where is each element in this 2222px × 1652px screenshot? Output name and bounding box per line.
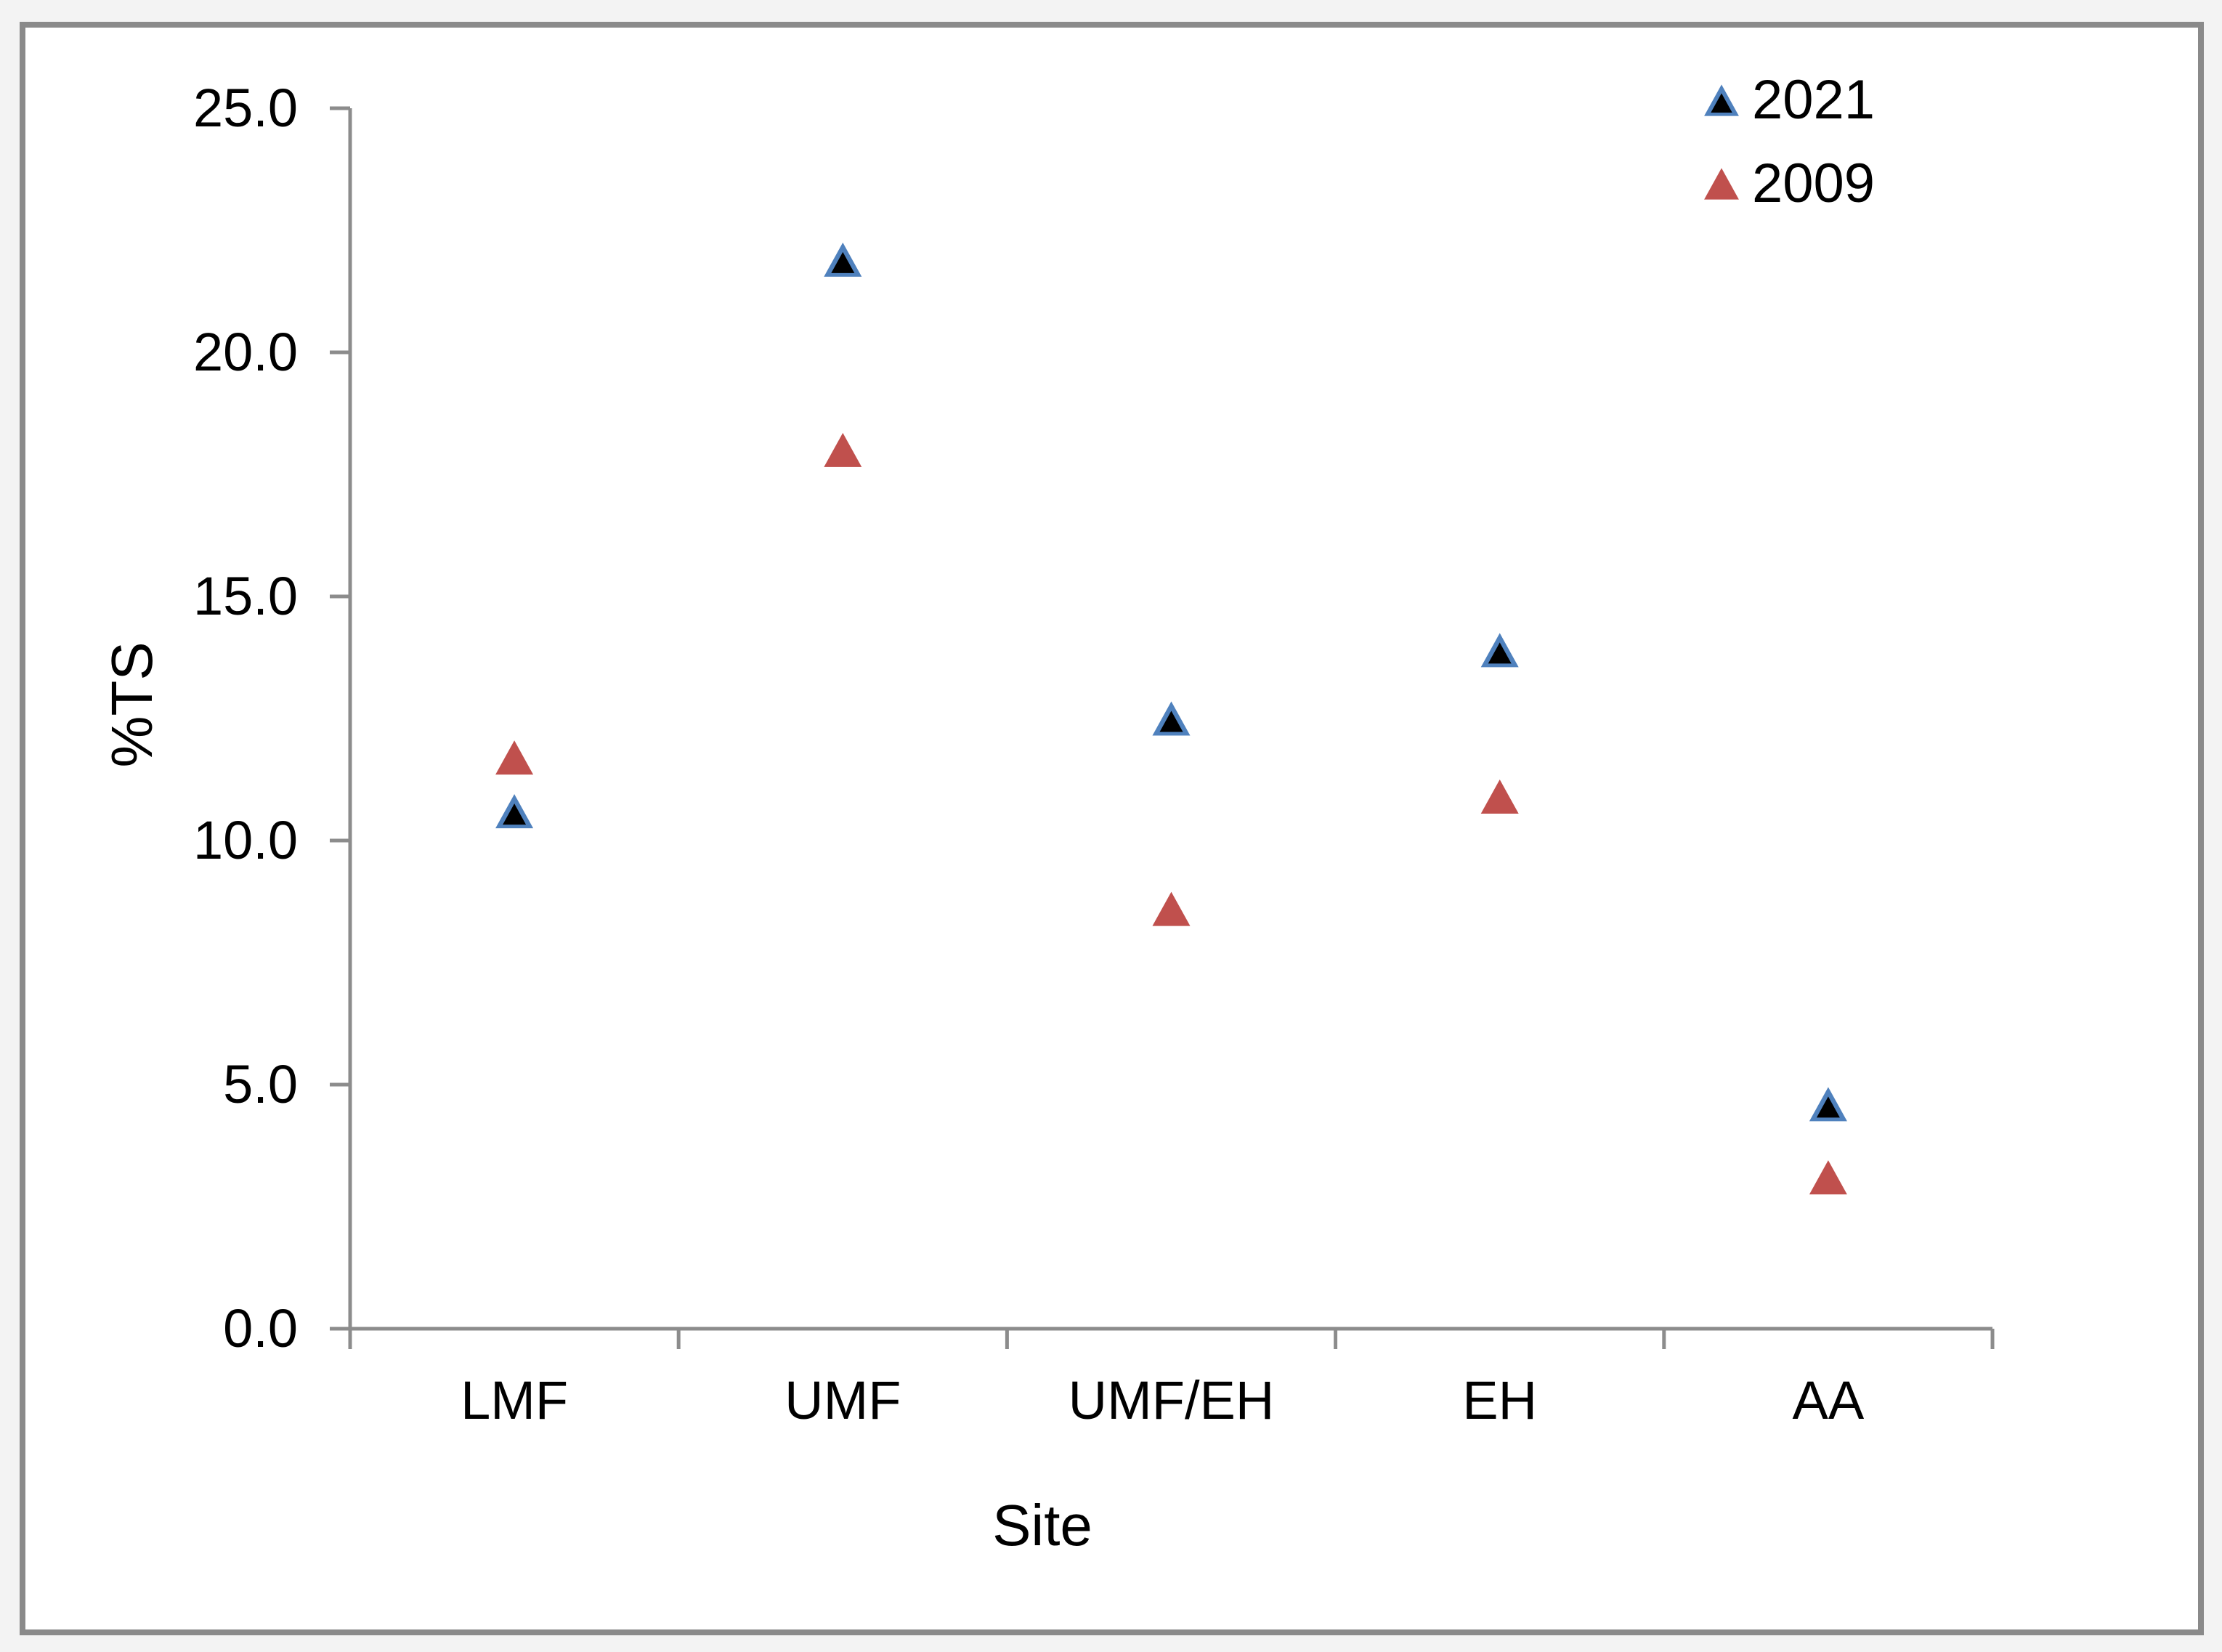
marker-2009-umf-eh — [1152, 891, 1191, 926]
marker-2021-aa-inner — [1816, 1096, 1840, 1118]
chart-border-frame — [20, 22, 2204, 1635]
marker-2009-aa — [1809, 1160, 1847, 1195]
marker-2021-eh-inner — [1488, 642, 1512, 664]
marker-2021-umf-eh-inner — [1159, 710, 1183, 732]
marker-2009-umf — [824, 432, 862, 467]
marker-2021-lmf-inner — [503, 803, 527, 825]
legend-marker-2021-inner — [1711, 93, 1732, 113]
marker-2009-eh — [1480, 780, 1519, 814]
legend-marker-2009 — [1704, 168, 1739, 200]
marker-2021-umf-inner — [831, 251, 855, 273]
marker-2009-lmf — [495, 740, 534, 775]
